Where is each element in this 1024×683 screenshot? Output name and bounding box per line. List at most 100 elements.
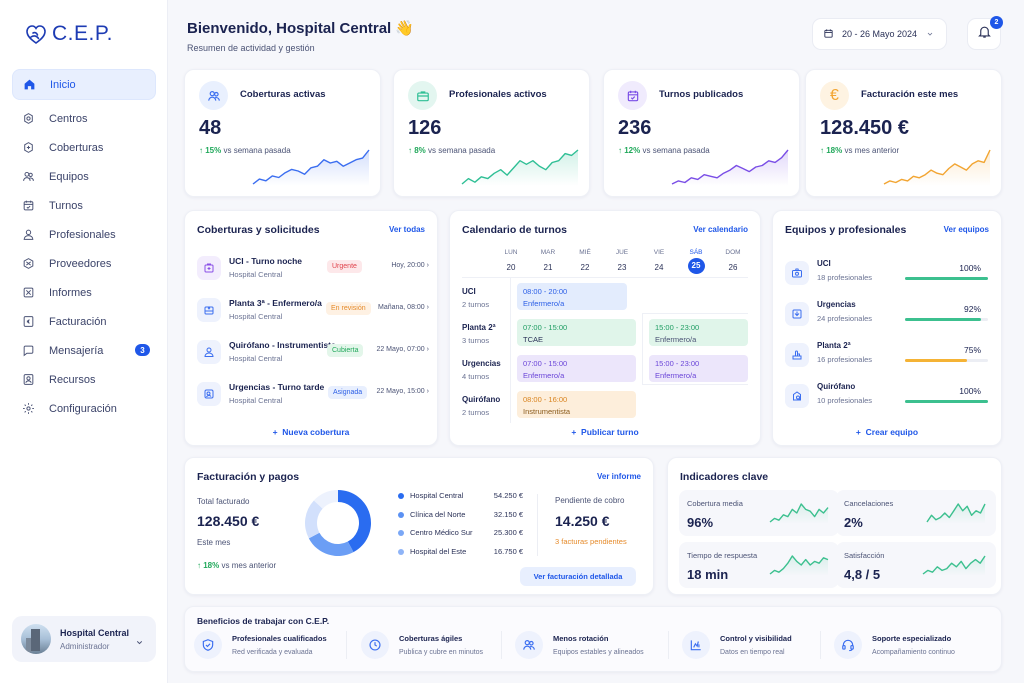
emergency-icon — [197, 382, 221, 406]
sparkline-area — [923, 556, 985, 576]
sparkline — [671, 149, 789, 186]
total-label: Total facturado — [197, 497, 250, 506]
page-subtitle: Resumen de actividad y gestión — [187, 43, 315, 53]
sparkline-area — [770, 504, 828, 524]
team-row[interactable]: Quirófano 10 profesionales 100% — [785, 382, 991, 414]
team-row[interactable]: UCI 18 profesionales 100% — [785, 259, 991, 291]
list-item[interactable]: Quirófano - Instrumentista Hospital Cent… — [197, 338, 429, 368]
shift-block[interactable]: 08:00 - 20:00 Enfermero/a — [517, 283, 627, 310]
user-icon — [21, 228, 35, 242]
ver-todas-link[interactable]: Ver todas — [388, 225, 425, 234]
euro-icon: € — [820, 81, 849, 110]
indicator-tile[interactable]: Cancelaciones 2% — [836, 490, 996, 536]
calendar-day-today[interactable]: SÁB 25 — [683, 249, 709, 274]
sidebar-item-recursos[interactable]: Recursos — [12, 365, 156, 394]
kpi-card-turnos[interactable]: Turnos publicados 236 ↑ 12% vs semana pa… — [603, 69, 800, 197]
shift-block[interactable]: 07:00 - 15:00 Enfermero/a — [517, 355, 636, 382]
team-row[interactable]: Planta 2ª 16 profesionales 75% — [785, 341, 991, 373]
page-title: Bienvenido, Hospital Central 👋 — [187, 20, 415, 37]
kpi-card-profesionales[interactable]: Profesionales activos 126 ↑ 8% vs semana… — [393, 69, 590, 197]
facturacion-card: Facturación y pagos Ver informe Total fa… — [184, 457, 654, 595]
sidebar-item-mensajeria[interactable]: Mensajería 3 — [12, 336, 156, 365]
indicator-tile[interactable]: Cobertura media 96% — [679, 490, 839, 536]
arrow-up-icon: ↑ — [197, 561, 201, 570]
ver-facturacion-detallada-button[interactable]: Ver facturación detallada — [520, 567, 636, 586]
sidebar-item-inicio[interactable]: Inicio — [12, 69, 156, 100]
sidebar-item-turnos[interactable]: Turnos — [12, 191, 156, 220]
beneficios-card: Beneficios de trabajar con C.E.P. Profes… — [184, 606, 1002, 672]
progress-fill — [905, 277, 988, 280]
sidebar-item-informes[interactable]: Informes — [12, 278, 156, 307]
logo[interactable]: C.E.P. — [24, 22, 113, 46]
ver-equipos-link[interactable]: Ver equipos — [943, 225, 989, 234]
sidebar-item-label: Mensajería — [49, 344, 104, 357]
shift-block[interactable]: 07:00 - 15:00 TCAE — [517, 319, 636, 346]
sidebar-item-facturacion[interactable]: Facturación — [12, 307, 156, 336]
donut-slice — [305, 500, 323, 539]
calendar-day[interactable]: LUN 20 — [504, 249, 518, 272]
list-item[interactable]: UCI - Turno noche Hospital Central Urgen… — [197, 254, 429, 284]
list-item[interactable]: Urgencias - Turno tarde Hospital Central… — [197, 380, 429, 410]
ver-informe-link[interactable]: Ver informe — [596, 472, 641, 481]
delta-label: ↑ 18% vs mes anterior — [197, 561, 277, 570]
calendar-day[interactable]: MIÉ 22 — [579, 249, 591, 272]
kpi-card-coberturas[interactable]: Coberturas activas 48 ↑ 15% vs semana pa… — [184, 69, 381, 197]
notifications-button[interactable]: 2 — [967, 16, 1003, 50]
progress-bar — [905, 400, 988, 403]
plus-icon: + — [855, 427, 861, 437]
total-value: 128.450 € — [197, 513, 260, 529]
sidebar-item-centros[interactable]: Centros — [12, 104, 156, 133]
divider — [668, 631, 669, 659]
progress-bar — [905, 277, 988, 280]
legend-dot — [398, 493, 404, 499]
ver-calendario-link[interactable]: Ver calendario — [693, 225, 748, 234]
progress-fill — [905, 400, 988, 403]
sparkline — [883, 149, 991, 186]
nueva-cobertura-button[interactable]: + Nueva cobertura — [272, 427, 350, 437]
sidebar-item-profesionales[interactable]: Profesionales — [12, 220, 156, 249]
kpi-label: Profesionales activos — [449, 89, 547, 100]
clock-icon — [361, 631, 389, 659]
time-label: Mañana, 08:00 › — [378, 304, 429, 311]
kpi-delta: ↑ 18% vs mes anterior — [820, 146, 900, 155]
kpi-value: 48 — [199, 117, 222, 139]
calendar-day[interactable]: DOM 26 — [725, 249, 741, 272]
plus-icon: + — [571, 427, 577, 437]
sidebar-item-configuracion[interactable]: Configuración — [12, 394, 156, 423]
calendar-day[interactable]: VIE 24 — [653, 249, 665, 272]
calendario-card: Calendario de turnos Ver calendario LUN 2… — [449, 210, 761, 446]
date-range-picker[interactable]: 20 - 26 Mayo 2024 — [812, 18, 947, 50]
crear-equipo-button[interactable]: + Crear equipo — [855, 427, 919, 437]
calendar-day[interactable]: JUE 23 — [615, 249, 629, 272]
shift-block[interactable]: 08:00 - 16:00 Instrumentista — [517, 391, 636, 418]
sparkline-line — [252, 149, 370, 185]
donut-slice — [308, 532, 354, 556]
donut-chart[interactable] — [297, 482, 379, 564]
sidebar-item-label: Recursos — [49, 373, 96, 386]
sidebar-item-equipos[interactable]: Equipos — [12, 162, 156, 191]
kpi-card-facturacion[interactable]: € Facturación este mes 128.450 € ↑ 18% v… — [805, 69, 1002, 197]
equipos-card: Equipos y profesionales Ver equipos UCI … — [772, 210, 1002, 446]
card-title: Facturación y pagos — [197, 471, 300, 483]
indicator-tile[interactable]: Tiempo de respuesta 18 min — [679, 542, 839, 588]
legend-item: Hospital del Este 16.750 € — [398, 547, 523, 559]
user-menu[interactable]: Hospital Central Administrador — [12, 616, 156, 662]
indicator-tile[interactable]: Satisfacción 4,8 / 5 — [836, 542, 996, 588]
shift-block[interactable]: 15:00 - 23:00 Enfermero/a — [649, 355, 748, 382]
publicar-turno-button[interactable]: + Publicar turno — [571, 427, 639, 437]
sparkline-area — [927, 504, 985, 524]
team-row[interactable]: Urgencias 24 profesionales 92% — [785, 300, 991, 332]
sidebar-item-proveedores[interactable]: Proveedores — [12, 249, 156, 278]
chevron-right-icon: › — [426, 304, 429, 311]
sidebar-item-label: Centros — [49, 112, 88, 125]
sidebar-item-coberturas[interactable]: Coberturas — [12, 133, 156, 162]
list-item[interactable]: Planta 3ª - Enfermero/a Hospital Central… — [197, 296, 429, 326]
chart-icon — [682, 631, 710, 659]
progress-bar — [905, 318, 988, 321]
sidebar-item-label: Equipos — [49, 170, 89, 183]
camera-icon — [785, 261, 809, 285]
sidebar-item-label: Configuración — [49, 402, 117, 415]
calendar-day[interactable]: MAR 21 — [540, 249, 556, 272]
shift-block[interactable]: 15:00 - 23:00 Enfermero/a — [649, 319, 748, 346]
sidebar-item-label: Turnos — [49, 199, 83, 212]
